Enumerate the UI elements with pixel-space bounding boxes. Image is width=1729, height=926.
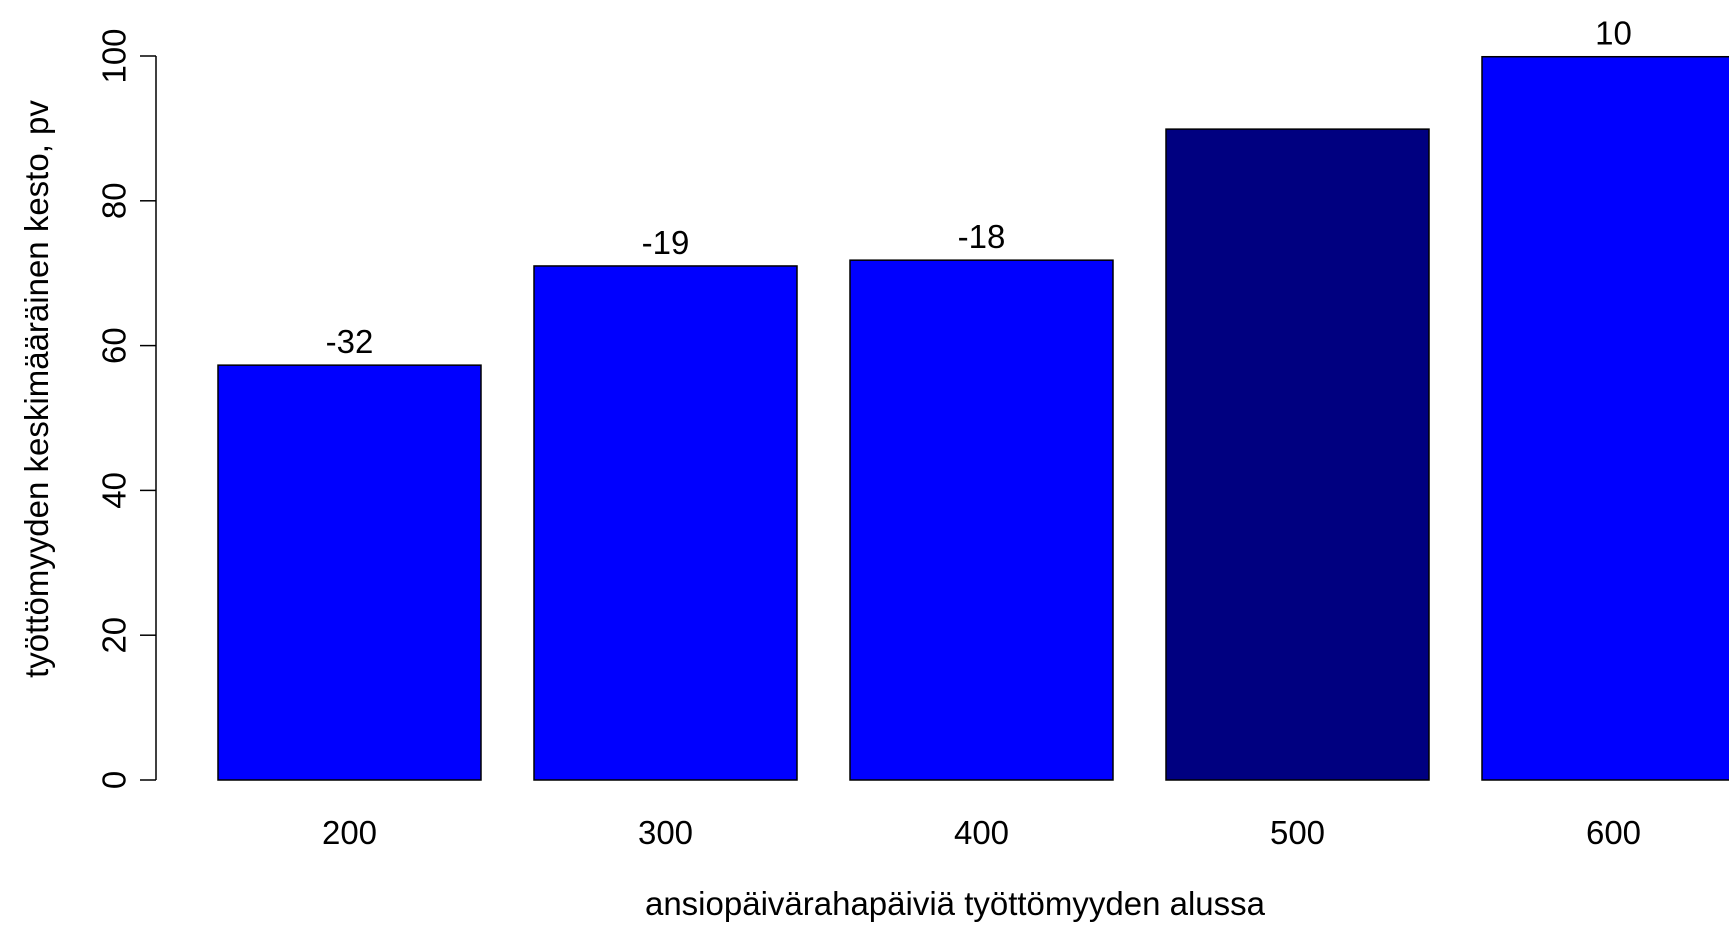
y-tick-label: 100	[96, 28, 133, 83]
y-tick-label: 40	[96, 472, 133, 509]
bar-data-label: 10	[1595, 15, 1632, 52]
y-axis-label: työttömyyden keskimääräinen kesto, pv	[18, 100, 55, 678]
x-axis-label: ansiopäivärahapäiviä työttömyyden alussa	[645, 885, 1266, 922]
x-tick-labels: 200 300 400 500 600	[322, 814, 1641, 851]
bars	[217, 55, 1729, 781]
bar-data-label: -18	[958, 218, 1006, 255]
x-tick-label: 400	[954, 814, 1009, 851]
data-labels: -32 -19 -18 10	[326, 15, 1632, 360]
bar-500	[1165, 128, 1430, 781]
x-tick-label: 600	[1586, 814, 1641, 851]
bar-data-label: -32	[326, 323, 374, 360]
bar-data-label: -19	[642, 224, 690, 261]
bar-200	[217, 364, 482, 781]
bar-300	[533, 265, 798, 781]
y-tick-label: 80	[96, 182, 133, 219]
y-tick-label: 0	[96, 771, 133, 789]
y-axis: 0 20 40 60 80 100	[96, 28, 157, 789]
x-tick-label: 200	[322, 814, 377, 851]
bar-400	[849, 259, 1114, 781]
x-tick-label: 300	[638, 814, 693, 851]
y-tick-label: 20	[96, 617, 133, 654]
bar-600	[1481, 55, 1729, 781]
x-tick-label: 500	[1270, 814, 1325, 851]
y-tick-label: 60	[96, 327, 133, 364]
